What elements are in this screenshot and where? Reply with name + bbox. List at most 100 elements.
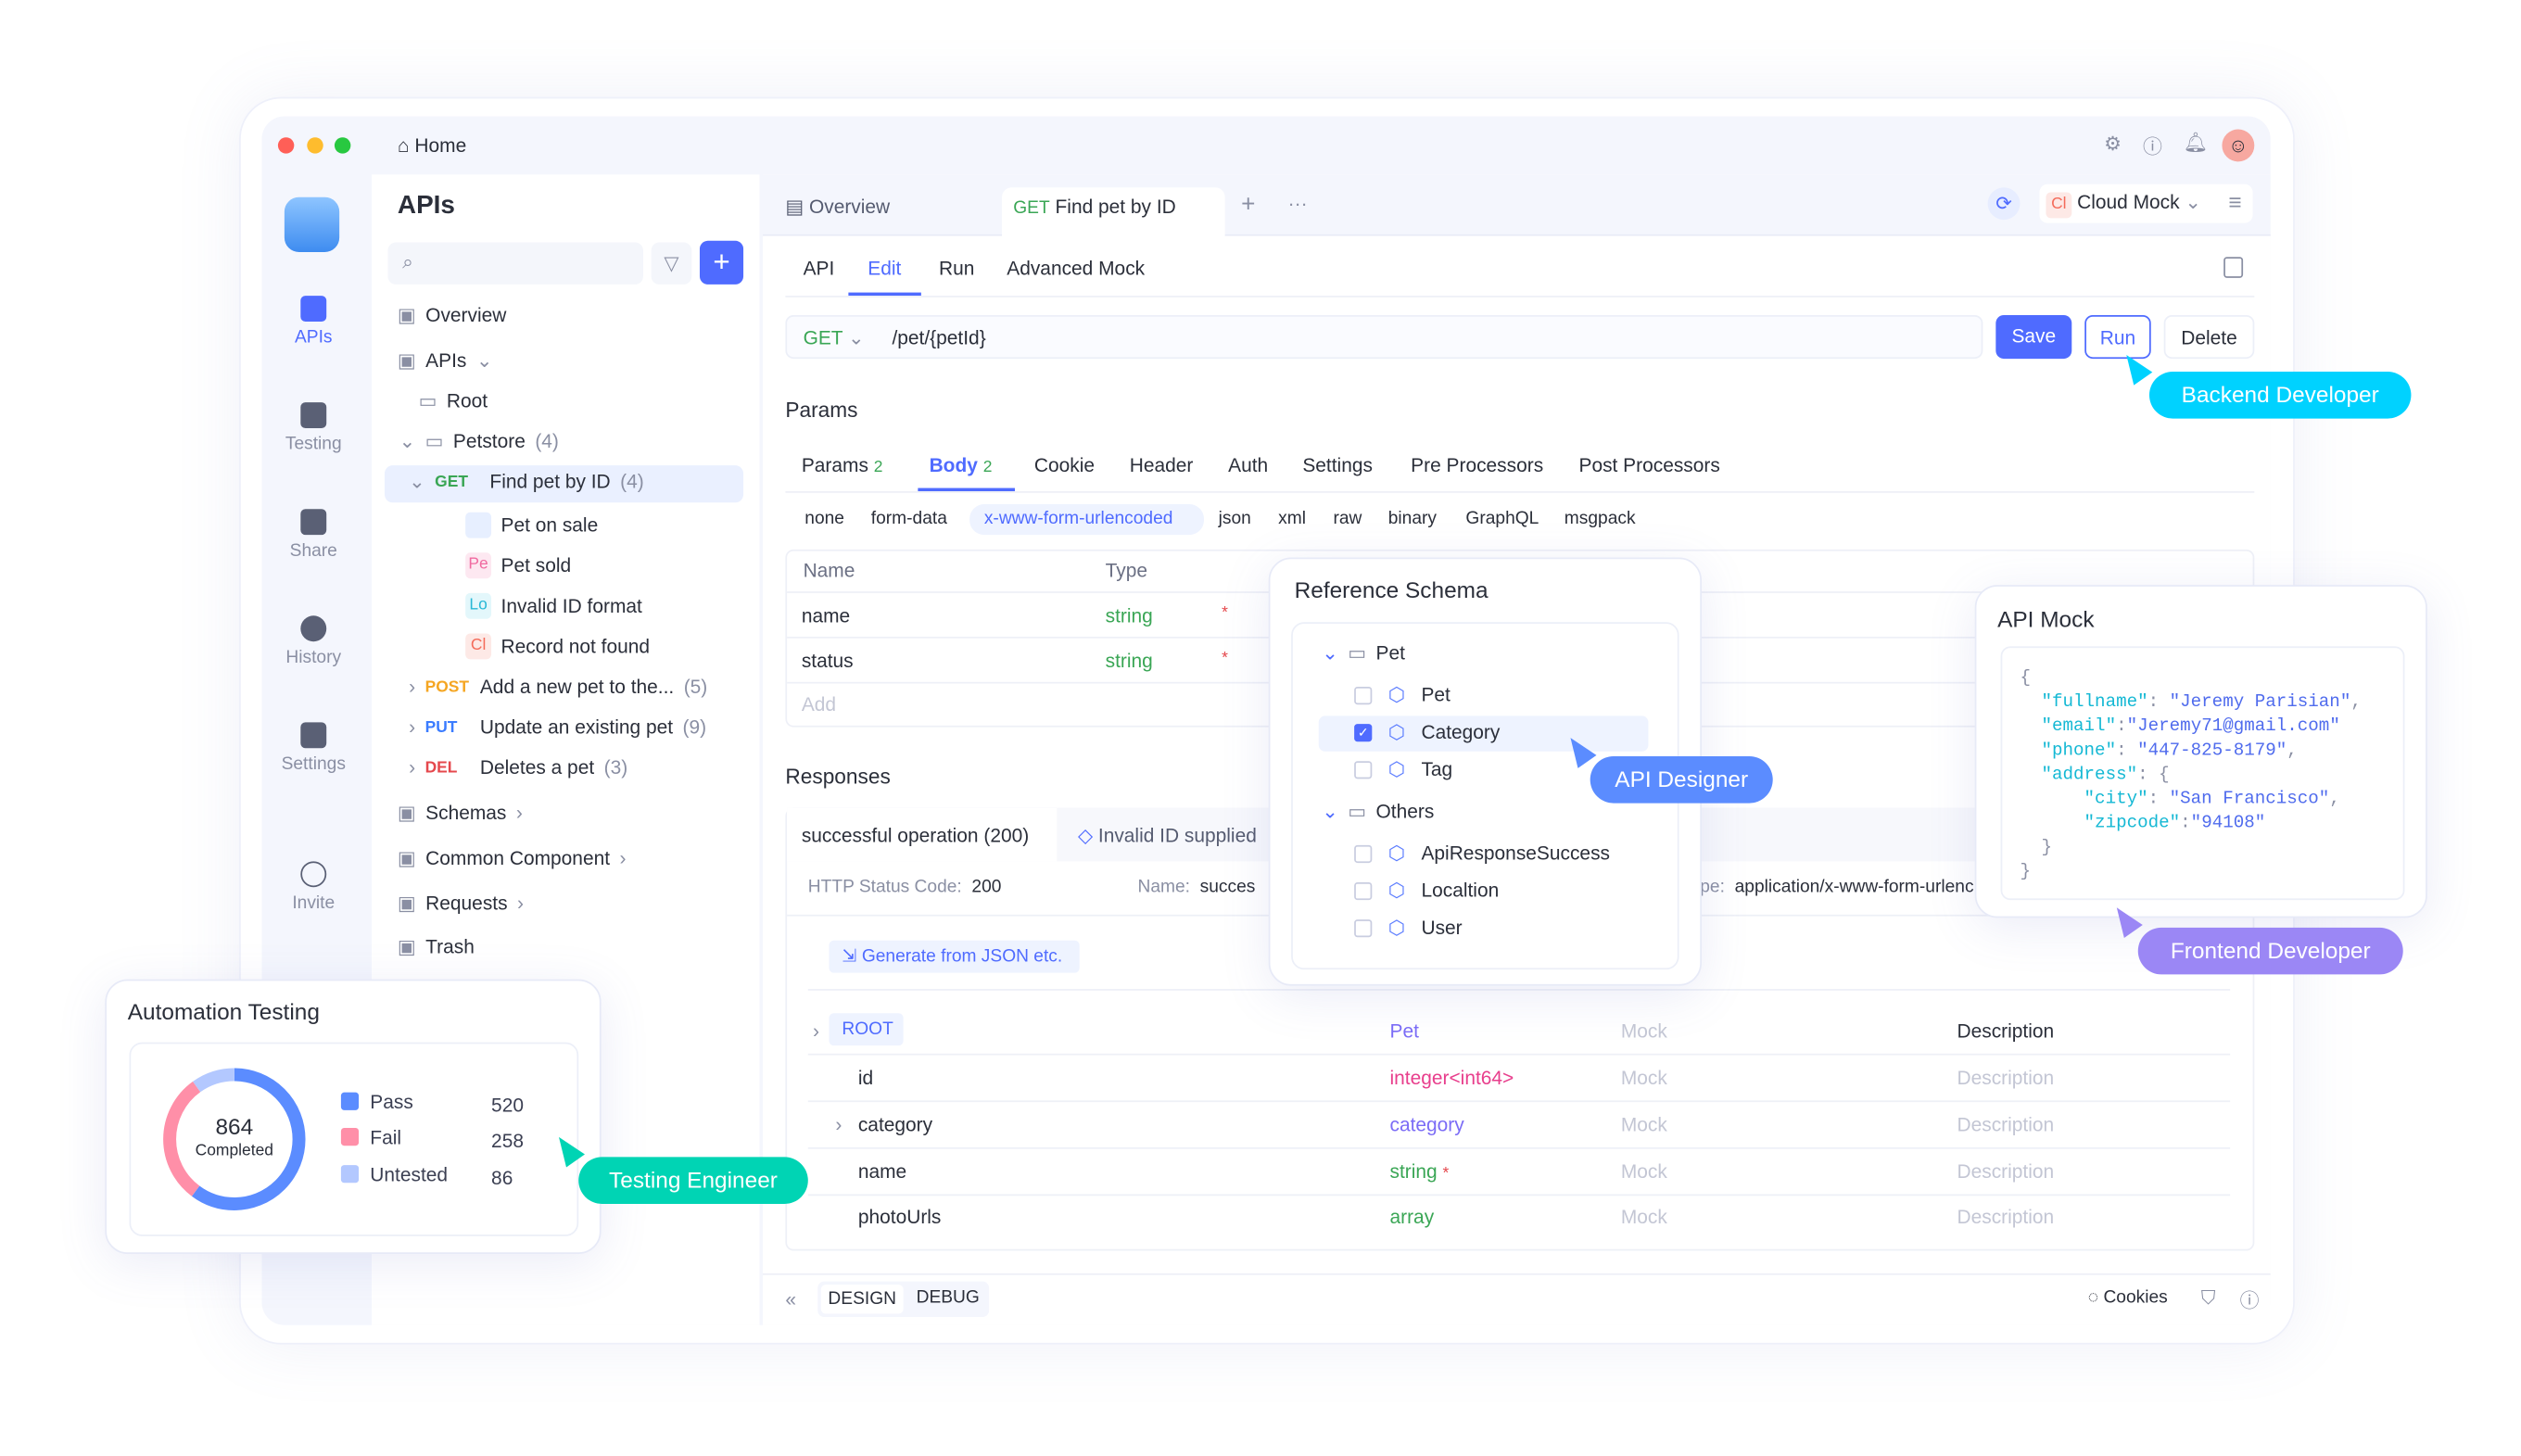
subtab-api[interactable]: API [803,257,835,280]
schema-item[interactable]: ⬡ ApiResponseSuccess [1354,842,1610,865]
schema-item[interactable]: ✓ ⬡ Category [1354,721,1500,743]
params-tab[interactable]: Settings [1302,453,1373,477]
chevron-right-icon[interactable]: › [409,715,416,739]
checkbox[interactable] [1354,918,1373,937]
schema-item[interactable]: ⬡ User [1354,917,1463,939]
help-icon[interactable]: ⓘ [2143,135,2162,158]
schema-field-name[interactable]: ROOT [842,1019,893,1040]
chevron-right-icon[interactable]: › [813,1019,820,1043]
chevron-down-icon[interactable]: ⌄ [409,470,425,493]
body-type-option[interactable]: none [804,509,844,529]
schema-field-type[interactable]: Pet [1389,1019,1419,1043]
checkbox[interactable] [1354,844,1373,863]
body-type-option[interactable]: msgpack [1564,509,1636,529]
params-tab[interactable]: Auth [1228,453,1269,477]
schema-mock[interactable]: Mock [1620,1066,1667,1090]
collapse-icon[interactable]: « [785,1287,797,1311]
method-select[interactable]: GET ⌄ [803,326,865,349]
chevron-right-icon[interactable]: › [835,1113,842,1136]
search-input[interactable] [387,242,643,285]
schema-field-type[interactable]: integer<int64> [1389,1066,1514,1090]
filter-button[interactable]: ▽ [651,242,692,285]
schema-field-name[interactable]: photoUrls [857,1205,942,1229]
tree-item[interactable]: ▣ Trash [398,936,475,958]
body-type-option[interactable]: raw [1333,509,1362,529]
param-type[interactable]: string [1105,649,1153,673]
schema-item[interactable]: ⬡ Pet [1354,684,1451,706]
subtab-run[interactable]: Run [939,257,975,280]
maximize-window-button[interactable] [334,137,351,154]
tree-item[interactable]: ▭ Root [419,389,488,411]
url-input[interactable] [892,318,1975,356]
tree-item[interactable]: ⌄ ▭ Petstore (4) [399,430,559,452]
response-tab-invalid[interactable]: ◇ Invalid ID supplied [1077,824,1257,847]
more-icon[interactable]: ··· [1287,192,1308,215]
name-value[interactable]: succes [1199,877,1256,897]
body-type-option[interactable]: json [1218,509,1251,529]
chevron-right-icon[interactable]: › [409,675,416,699]
response-tab-200[interactable]: successful operation (200) [801,824,1030,847]
cookies-button[interactable]: ◌ Cookies [2087,1287,2168,1308]
rail-item-history[interactable]: History [268,615,359,667]
param-name[interactable]: name [801,604,851,627]
rail-item-share[interactable]: Share [268,509,359,561]
gear-icon[interactable]: ⚙ [2104,132,2122,156]
tree-item[interactable]: ▣ APIs ⌄ [398,349,492,372]
tree-item[interactable]: Pet on sale [465,512,598,538]
params-tab[interactable]: Body 2 [929,453,993,477]
body-type-option[interactable]: binary [1387,509,1437,529]
schema-description[interactable]: Description [1957,1205,2055,1229]
tab-find-pet[interactable] [1002,187,1225,238]
tree-item[interactable]: Cl Record not found [465,633,650,660]
add-button[interactable]: + [699,240,744,285]
params-tab[interactable]: Cookie [1033,453,1096,477]
tree-item[interactable]: ▣ Schemas › [398,802,523,824]
chevron-right-icon[interactable]: › [409,756,416,779]
tree-item[interactable]: ⌄ GET Find pet by ID (4) [409,470,644,492]
shirt-icon[interactable]: ⛉ [2200,1285,2216,1310]
tree-item[interactable]: Pe Pet sold [465,552,571,579]
param-name[interactable]: status [801,649,854,673]
tree-item[interactable]: › POST Add a new pet to the... (5) [409,676,707,698]
new-tab-button[interactable]: + [1241,190,1256,219]
schema-field-name[interactable]: name [857,1159,907,1184]
body-type-option[interactable]: x-www-form-urlencoded [983,509,1173,529]
rail-item-apis[interactable]: APIs [268,296,359,348]
schema-item[interactable]: ⬡ Tag [1354,758,1452,780]
tree-item[interactable]: › DEL Deletes a pet (3) [409,756,627,779]
user-avatar[interactable]: ☺ [2222,129,2255,162]
checkbox[interactable] [1354,760,1373,779]
schema-description[interactable]: Description [1957,1066,2055,1090]
minimize-window-button[interactable] [307,137,323,154]
save-button[interactable]: Save [1995,315,2072,360]
panel-toggle-icon[interactable] [2223,257,2244,278]
help-icon[interactable]: ⓘ [2239,1289,2260,1312]
delete-button[interactable]: Delete [2163,315,2255,360]
schema-item[interactable]: ⬡ Localtion [1354,880,1499,902]
params-tab[interactable]: Params 2 [801,453,883,477]
schema-field-type[interactable]: string * [1389,1159,1450,1184]
subtab-advanced-mock[interactable]: Advanced Mock [1007,257,1146,280]
status-value[interactable]: 200 [971,877,1002,897]
body-type-option[interactable]: GraphQL [1465,509,1539,529]
params-tab[interactable]: Header [1129,453,1194,477]
params-tab[interactable]: Pre Processors [1411,453,1544,477]
environment-select[interactable] [2039,184,2253,223]
project-avatar[interactable] [284,196,340,253]
rail-item-invite[interactable]: Invite [268,861,359,913]
tree-item[interactable]: ▣ Requests › [398,892,524,914]
checkbox[interactable]: ✓ [1354,723,1373,741]
run-button[interactable]: Run [2084,315,2151,360]
sync-icon[interactable]: ⟳ [1987,187,2021,221]
generate-button[interactable]: ⇲ Generate from JSON etc. [829,940,1080,973]
design-mode-button[interactable]: DESIGN [820,1285,904,1314]
schema-description[interactable]: Description [1957,1113,2055,1136]
param-type[interactable]: string [1105,604,1153,627]
params-tab[interactable]: Post Processors [1578,453,1720,477]
tree-item[interactable]: ▣ Overview [398,304,506,326]
rail-item-settings[interactable]: Settings [268,722,359,774]
home-link[interactable]: ⌂ Home [397,133,467,158]
schema-field-type[interactable]: array [1389,1205,1435,1229]
schema-group[interactable]: ⌄ ▭ Others [1322,800,1435,823]
schema-mock[interactable]: Mock [1620,1205,1667,1229]
